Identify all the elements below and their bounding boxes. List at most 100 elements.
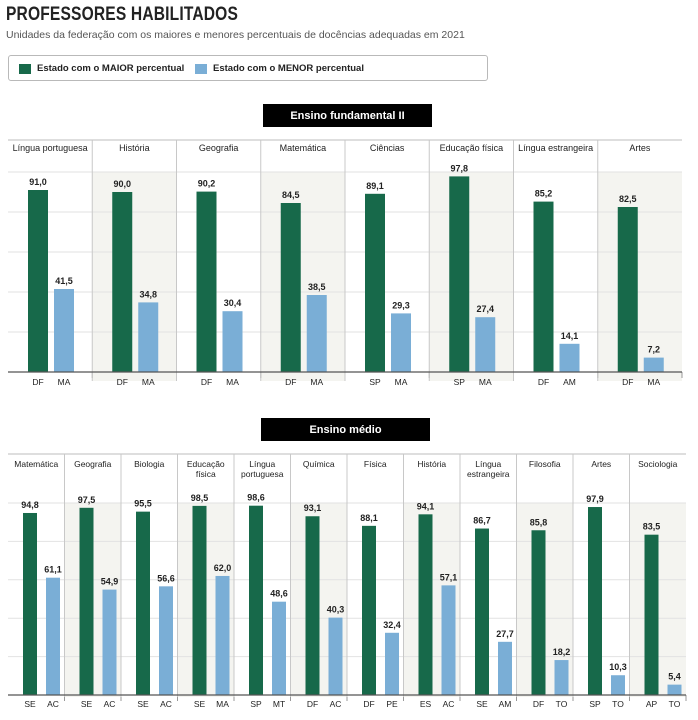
value-label-menor: 14,1 (561, 331, 579, 341)
state-label-menor: MA (58, 377, 71, 387)
value-label-maior: 90,0 (113, 179, 131, 189)
category-label: Geografia (74, 459, 112, 469)
chart-title: PROFESSORES HABILITADOS (6, 4, 239, 25)
bar-menor (667, 684, 682, 695)
value-label-menor: 54,9 (101, 577, 119, 587)
value-label-menor: 56,6 (157, 573, 175, 583)
value-label-maior: 86,7 (473, 516, 491, 526)
value-label-menor: 34,8 (139, 289, 157, 299)
category-label: Matemática (14, 459, 58, 469)
bar-maior (449, 176, 470, 372)
legend-label-maior: Estado com o MAIOR percentual (37, 63, 185, 74)
value-label-maior: 85,8 (530, 517, 548, 527)
bar-maior (475, 528, 489, 695)
state-label-menor: MA (647, 377, 660, 387)
state-label-maior: DF (538, 377, 549, 387)
bar-maior (196, 191, 217, 372)
bar-menor (385, 632, 399, 695)
bar-menor (306, 295, 327, 372)
state-label-maior: SE (81, 699, 93, 709)
bar-menor (611, 675, 625, 695)
state-label-maior: DF (622, 377, 633, 387)
category-label: Língua estrangeira (518, 143, 593, 153)
bar-menor (328, 617, 343, 695)
state-label-maior: DF (117, 377, 128, 387)
state-label-menor: TO (556, 699, 568, 709)
category-label: Filosofia (529, 459, 561, 469)
panel-2-title: Ensino médio (261, 418, 430, 441)
category-label-line: portuguesa (241, 469, 284, 479)
value-label-maior: 95,5 (134, 499, 152, 509)
value-label-maior: 93,1 (304, 503, 322, 513)
state-label-maior: DF (32, 377, 43, 387)
category-label: Sociologia (638, 459, 677, 469)
state-label-menor: AM (563, 377, 576, 387)
bar-maior (305, 516, 320, 695)
category-label: Geografia (199, 143, 239, 153)
bar-maior (418, 514, 433, 695)
value-label-menor: 27,4 (476, 304, 494, 314)
chart-subtitle: Unidades da federação com os maiores e m… (6, 29, 465, 41)
value-label-menor: 48,6 (270, 589, 288, 599)
state-label-menor: AC (330, 699, 342, 709)
value-label-menor: 57,1 (440, 572, 458, 582)
state-label-menor: AC (104, 699, 116, 709)
panel-1-band (429, 172, 514, 381)
category-label: Língua portuguesa (13, 143, 88, 153)
state-label-maior: ES (420, 699, 432, 709)
state-label-maior: SP (250, 699, 262, 709)
state-label-maior: DF (533, 699, 544, 709)
category-label-line: Matemática (280, 143, 327, 153)
value-label-menor: 10,3 (609, 662, 627, 672)
category-label-line: Língua (475, 459, 501, 469)
value-label-maior: 83,5 (643, 522, 661, 532)
category-label-line: Educação física (440, 143, 504, 153)
bar-maior (28, 190, 48, 372)
category-label-line: Língua portuguesa (13, 143, 88, 153)
value-label-maior: 97,5 (78, 495, 96, 505)
state-label-maior: DF (363, 699, 374, 709)
panel-1-band (92, 172, 177, 381)
bar-maior (249, 505, 263, 695)
category-label-line: Ciências (370, 143, 405, 153)
state-label-maior: SP (589, 699, 601, 709)
state-label-menor: MA (142, 377, 155, 387)
value-label-menor: 38,5 (308, 282, 326, 292)
bar-menor (554, 660, 569, 695)
category-label: Artes (629, 143, 651, 153)
state-label-menor: TO (669, 699, 681, 709)
panel-1-band (597, 172, 682, 381)
category-label: História (119, 143, 150, 153)
value-label-menor: 30,4 (224, 298, 242, 308)
value-label-maior: 98,6 (247, 493, 265, 503)
category-label-line: Artes (591, 459, 611, 469)
category-label-line: Artes (629, 143, 651, 153)
bar-menor (391, 313, 411, 372)
bar-menor (138, 302, 159, 372)
value-label-menor: 7,2 (647, 345, 660, 355)
bar-maior (192, 505, 207, 695)
value-label-maior: 97,8 (450, 163, 468, 173)
value-label-maior: 89,1 (366, 181, 384, 191)
state-label-maior: AP (646, 699, 658, 709)
category-label-line: Biologia (134, 459, 165, 469)
value-label-menor: 18,2 (553, 647, 571, 657)
bar-menor (102, 589, 117, 695)
bar-menor (272, 601, 286, 695)
state-label-menor: PE (386, 699, 398, 709)
bar-maior (112, 192, 133, 372)
state-label-menor: MA (216, 699, 229, 709)
bar-maior (617, 207, 638, 372)
state-label-menor: MA (479, 377, 492, 387)
bar-menor (559, 343, 580, 372)
state-label-maior: SP (454, 377, 466, 387)
bar-maior (23, 512, 37, 695)
state-label-maior: SE (137, 699, 149, 709)
category-label: Matemática (280, 143, 327, 153)
state-label-menor: MT (273, 699, 285, 709)
bar-menor (215, 575, 230, 695)
state-label-menor: AC (443, 699, 455, 709)
category-label-line: História (417, 459, 446, 469)
category-label: Educação física (187, 459, 225, 479)
